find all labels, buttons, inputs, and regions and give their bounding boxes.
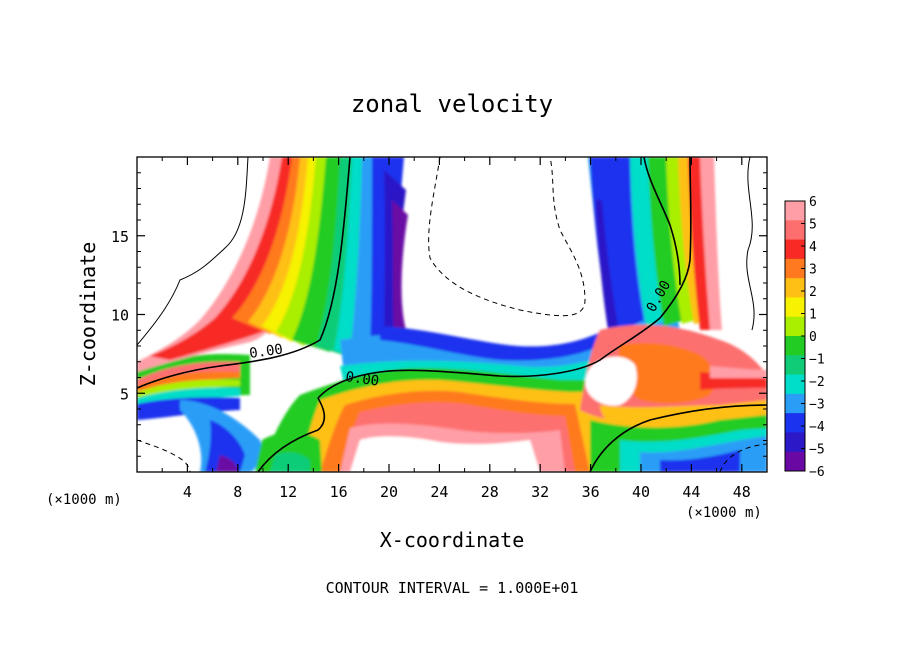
contour-dashed-lower-right <box>719 443 767 472</box>
colorbar-label: 5 <box>809 218 817 233</box>
field-patch-lower-right-white <box>585 356 637 406</box>
colorbar-swatch <box>785 336 805 356</box>
colorbar-label: 0 <box>809 330 817 345</box>
field-band-right-edge-pink <box>710 366 767 378</box>
colorbar-swatch <box>785 220 805 241</box>
x-axis-ticks: 4 8 12 16 20 24 28 32 36 40 44 48 <box>161 157 751 501</box>
colorbar-label: 6 <box>809 195 817 210</box>
y-tick-label: 15 <box>111 228 129 246</box>
chart-title: zonal velocity <box>351 90 553 118</box>
colorbar-label: 2 <box>809 285 817 300</box>
colorbar-label: −4 <box>809 420 825 435</box>
contour-thin-right-edge <box>746 157 755 331</box>
field-band-east-jet-violet <box>596 200 618 330</box>
colorbar-swatch <box>785 297 805 318</box>
field-patch-lower-left-teal-spot <box>270 452 310 472</box>
contour-zero-lower-left <box>257 397 326 472</box>
colorbar-swatch <box>785 258 805 279</box>
y-axis-ticks: 5 10 15 <box>111 172 767 457</box>
velocity-field <box>137 157 767 472</box>
field-band-west-jet-purple <box>392 200 408 336</box>
colorbar-label: −2 <box>809 375 825 390</box>
contour-zero-east-top <box>643 157 681 286</box>
x-tick-label: 44 <box>682 483 700 501</box>
x-axis-label: X-coordinate <box>380 528 525 552</box>
colorbar-swatch <box>785 239 805 260</box>
colorbar-swatch <box>785 201 805 221</box>
field-patch-lower-mid-white <box>350 436 540 472</box>
x-tick-label: 4 <box>183 483 192 501</box>
contour-zero-lower-right <box>589 404 767 472</box>
y-tick-label: 5 <box>120 385 129 403</box>
colorbar-swatch <box>785 374 805 395</box>
x-unit-right: (×1000 m) <box>686 505 762 521</box>
y-axis-label: Z-coordinate <box>76 242 100 387</box>
x-tick-label: 24 <box>430 483 448 501</box>
contour-zero-shelf <box>317 157 692 399</box>
field-patch-lower-left-navy <box>205 420 245 472</box>
contour-dashed-top <box>428 157 586 317</box>
colorbar-label: −1 <box>809 353 825 368</box>
contour-lines <box>137 157 767 472</box>
colorbar-swatch <box>785 393 805 414</box>
x-tick-label: 28 <box>481 483 499 501</box>
x-tick-label: 40 <box>632 483 650 501</box>
colorbar-swatch <box>785 413 805 433</box>
colorbar: 6 5 4 3 2 1 0 −1 −2 −3 −4 −5 −6 <box>784 195 825 480</box>
colorbar-swatch <box>785 278 805 298</box>
contour-dashed-lower-left <box>137 439 191 472</box>
x-tick-label: 16 <box>330 483 348 501</box>
field-band-east-jet-pink <box>700 157 722 330</box>
colorbar-label: 1 <box>809 308 817 323</box>
colorbar-swatch <box>785 432 805 453</box>
field-patch-lower-left-purple <box>216 455 238 472</box>
x-tick-label: 36 <box>582 483 600 501</box>
y-tick-label: 10 <box>111 307 129 325</box>
x-tick-label: 32 <box>531 483 549 501</box>
colorbar-label: 3 <box>809 263 817 278</box>
field-band-shelf-navy <box>380 326 612 361</box>
colorbar-label: −6 <box>809 465 825 480</box>
field-band-east-jet-navy <box>590 157 644 335</box>
field-patch-lower-right-orange <box>618 343 716 404</box>
x-unit-left: (×1000 m) <box>46 492 122 508</box>
colorbar-swatch <box>785 355 805 376</box>
colorbar-label: −3 <box>809 398 825 413</box>
colorbar-label: −5 <box>809 443 825 458</box>
contour-thin-left-top <box>137 157 249 346</box>
x-tick-label: 8 <box>233 483 242 501</box>
colorbar-label: 4 <box>809 240 817 255</box>
contour-zero-west-jet <box>137 157 351 389</box>
contour-interval-note: CONTOUR INTERVAL = 1.000E+01 <box>326 579 579 597</box>
contour-label-1: 0.00 <box>248 341 284 362</box>
field-patch-lower-right-navy <box>660 450 740 472</box>
x-tick-label: 48 <box>733 483 751 501</box>
colorbar-swatch <box>785 451 805 472</box>
contour-label-2: 0.00 <box>344 369 380 390</box>
colorbar-swatch <box>785 316 805 337</box>
x-tick-label: 20 <box>380 483 398 501</box>
x-tick-label: 12 <box>279 483 297 501</box>
